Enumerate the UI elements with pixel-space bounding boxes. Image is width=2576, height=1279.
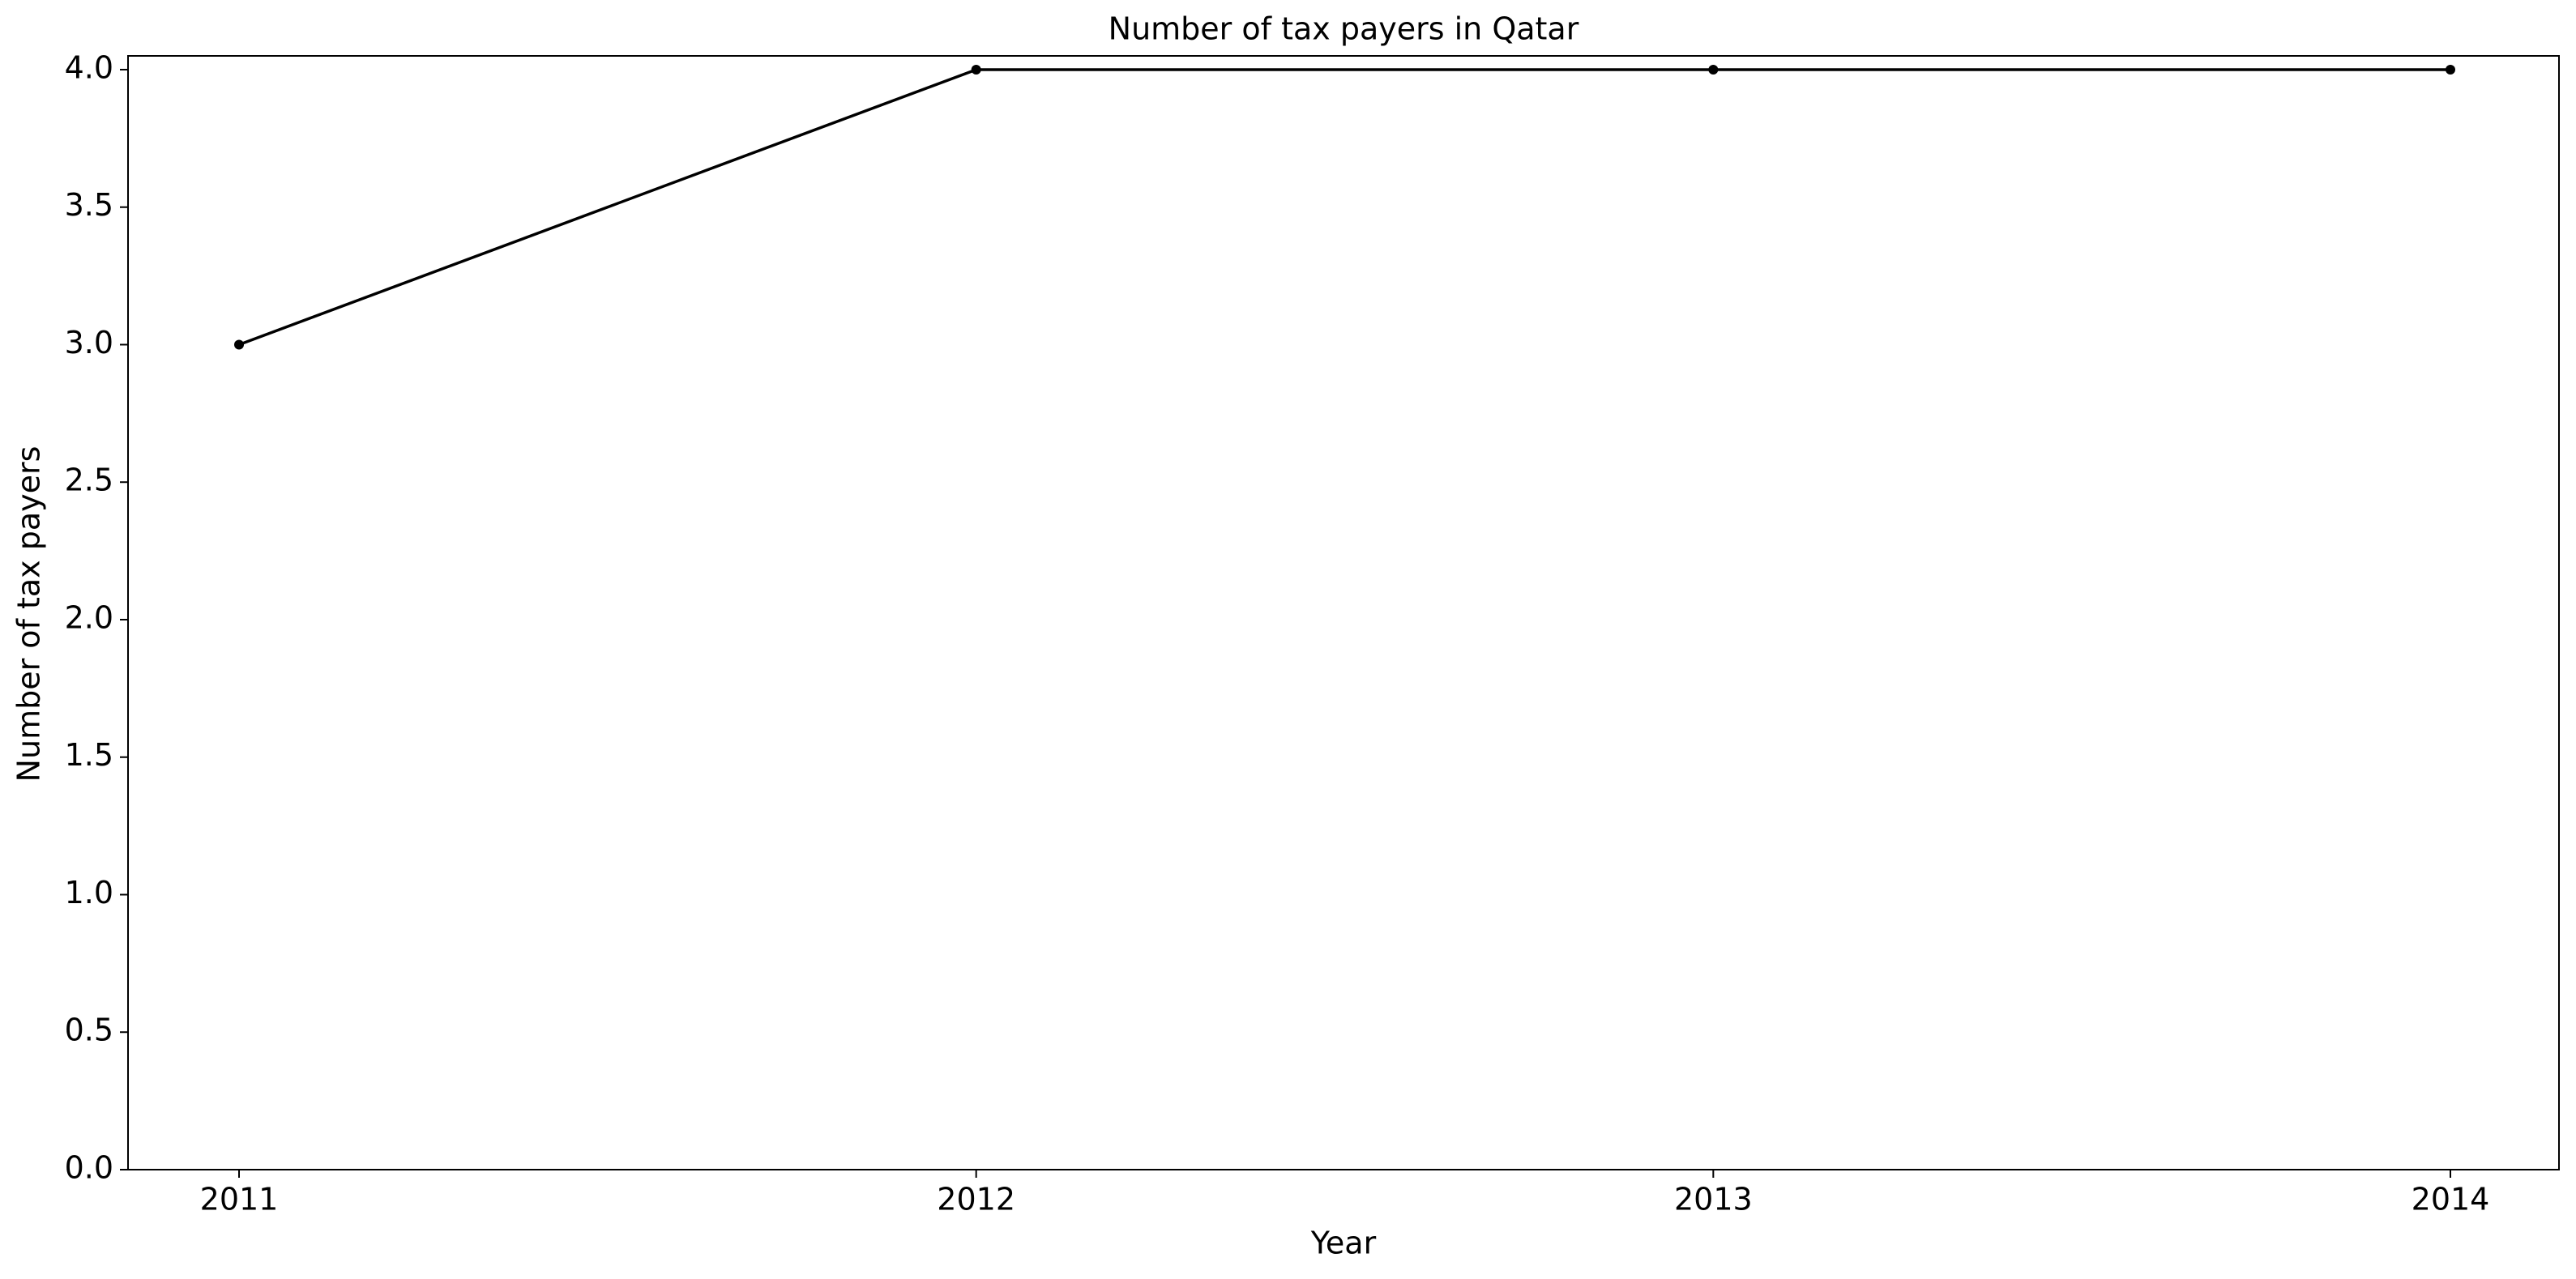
data-point [971,64,981,75]
y-tick-label: 3.5 [65,187,113,223]
data-point [1708,64,1719,75]
series-line [238,68,2450,347]
y-tick-label: 0.0 [65,1150,113,1186]
x-tick-label: 2011 [200,1182,279,1217]
data-point [2446,64,2455,75]
y-tick-label: 2.5 [65,463,113,498]
y-axis-ticks: 0.0 0.5 1.0 1.5 2.0 2.5 3.0 3.5 4.0 [65,49,128,1186]
chart-title: Number of tax payers in Qatar [1109,11,1579,47]
y-tick-label: 1.0 [65,875,113,910]
x-tick-label: 2013 [1674,1182,1753,1217]
y-tick-label: 4.0 [65,49,113,85]
x-tick-label: 2012 [937,1182,1015,1217]
y-tick-label: 3.0 [65,325,113,360]
x-axis-ticks: 2011 2012 2013 2014 [200,1170,2490,1217]
series-layer [234,64,2455,350]
data-point [234,339,244,350]
x-axis-label: Year [1310,1226,1377,1261]
x-tick-label: 2014 [2412,1182,2490,1217]
plot-area-frame [127,55,2560,1170]
y-tick-label: 1.5 [65,737,113,773]
y-tick-label: 0.5 [65,1013,113,1048]
y-axis-label: Number of tax payers [11,446,47,782]
y-tick-label: 2.0 [65,599,113,635]
